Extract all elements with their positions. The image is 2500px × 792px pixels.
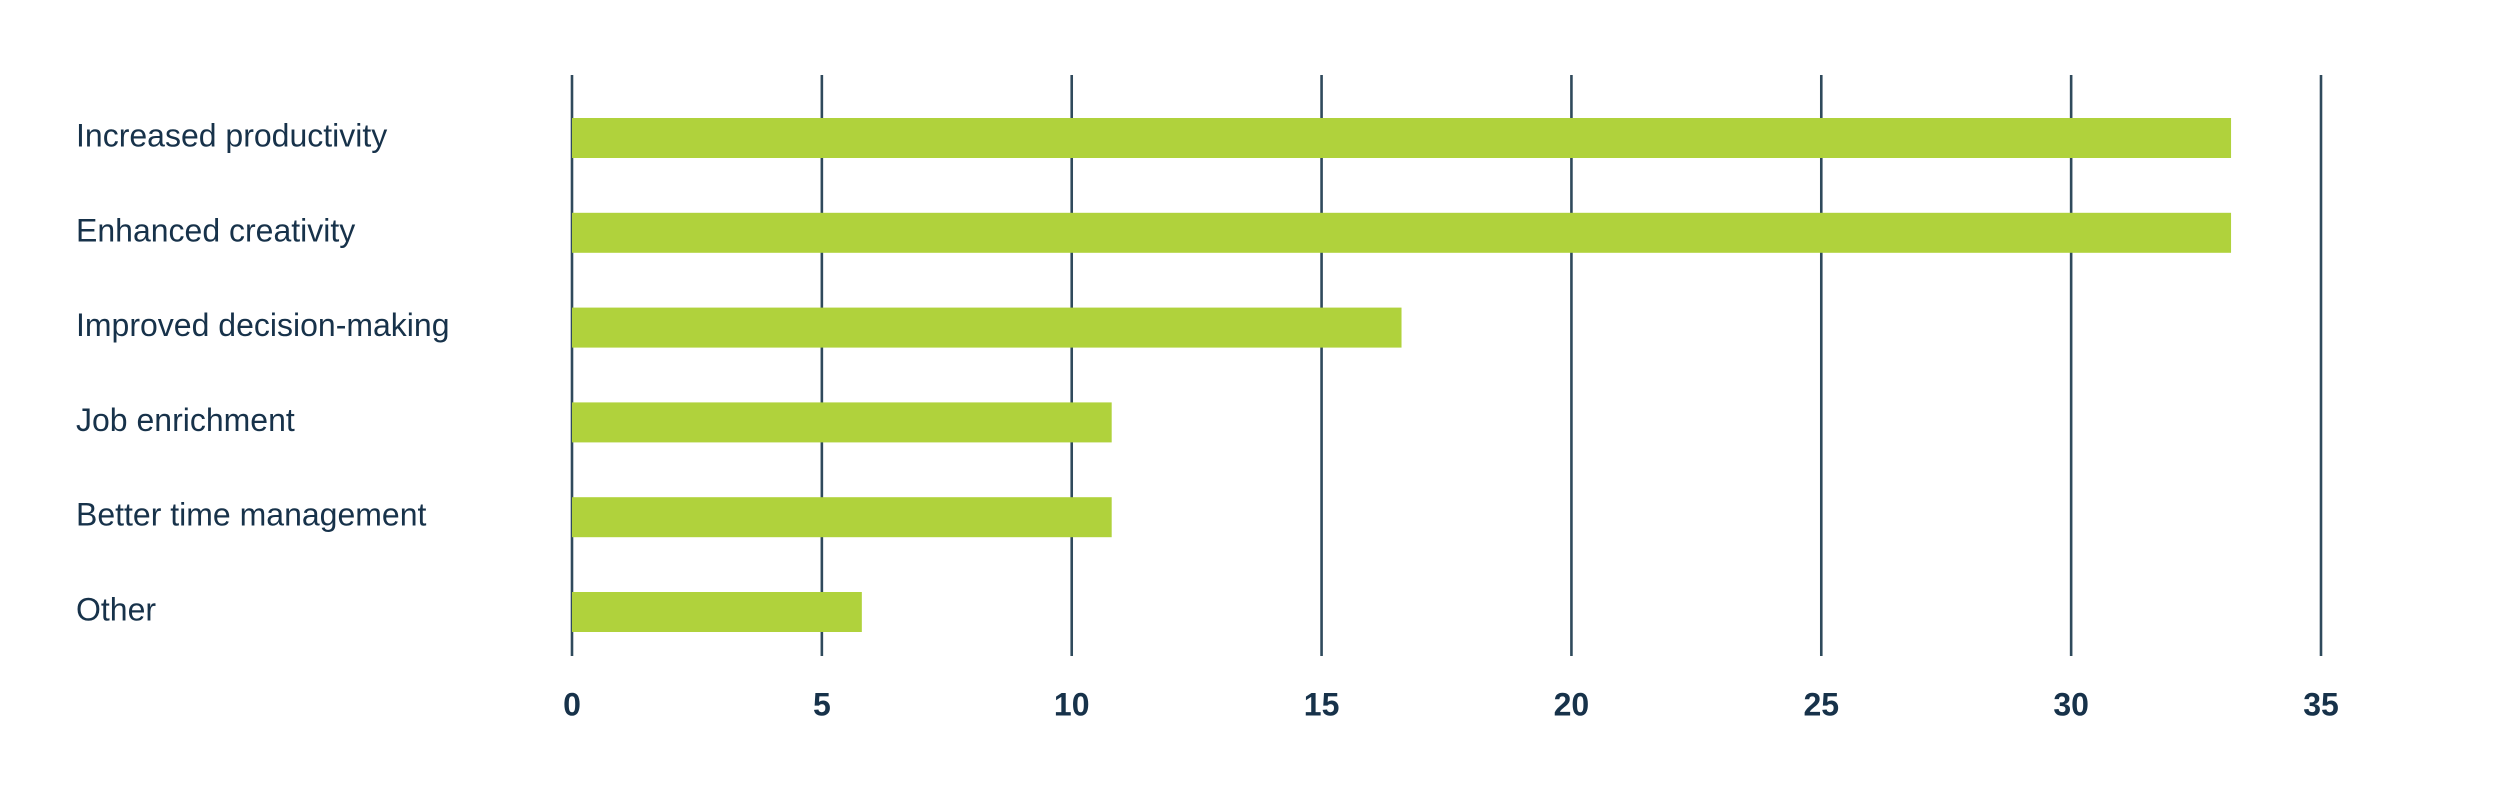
- x-axis-tick-labels: 0 5 10 15 20 25 30 35: [563, 686, 2339, 722]
- x-tick-label: 10: [1054, 686, 1090, 722]
- bar-better-time-management: [572, 497, 1112, 538]
- x-tick-label: 5: [813, 686, 831, 722]
- x-tick-label: 15: [1304, 686, 1340, 722]
- bar-enhanced-creativity: [572, 212, 2232, 253]
- bars: [572, 118, 2232, 632]
- x-tick-label: 35: [2303, 686, 2339, 722]
- category-label: Enhanced creativity: [76, 212, 355, 248]
- category-label: Job enrichment: [76, 402, 295, 438]
- bar-other: [572, 592, 862, 632]
- category-label: Improved decision-making: [76, 307, 450, 343]
- category-label: Better time management: [76, 497, 427, 533]
- category-label: Increased productivity: [76, 117, 387, 153]
- gridlines: [570, 75, 2323, 656]
- bar-improved-decision-making: [572, 307, 1402, 348]
- category-label: Other: [76, 591, 156, 627]
- bar-job-enrichment: [572, 402, 1112, 443]
- x-tick-label: 0: [563, 686, 581, 722]
- bar-increased-productivity: [572, 118, 2232, 158]
- x-tick-label: 20: [1554, 686, 1590, 722]
- x-tick-label: 30: [2053, 686, 2089, 722]
- x-tick-label: 25: [1803, 686, 1839, 722]
- category-labels: Increased productivity Enhanced creativit…: [76, 117, 450, 627]
